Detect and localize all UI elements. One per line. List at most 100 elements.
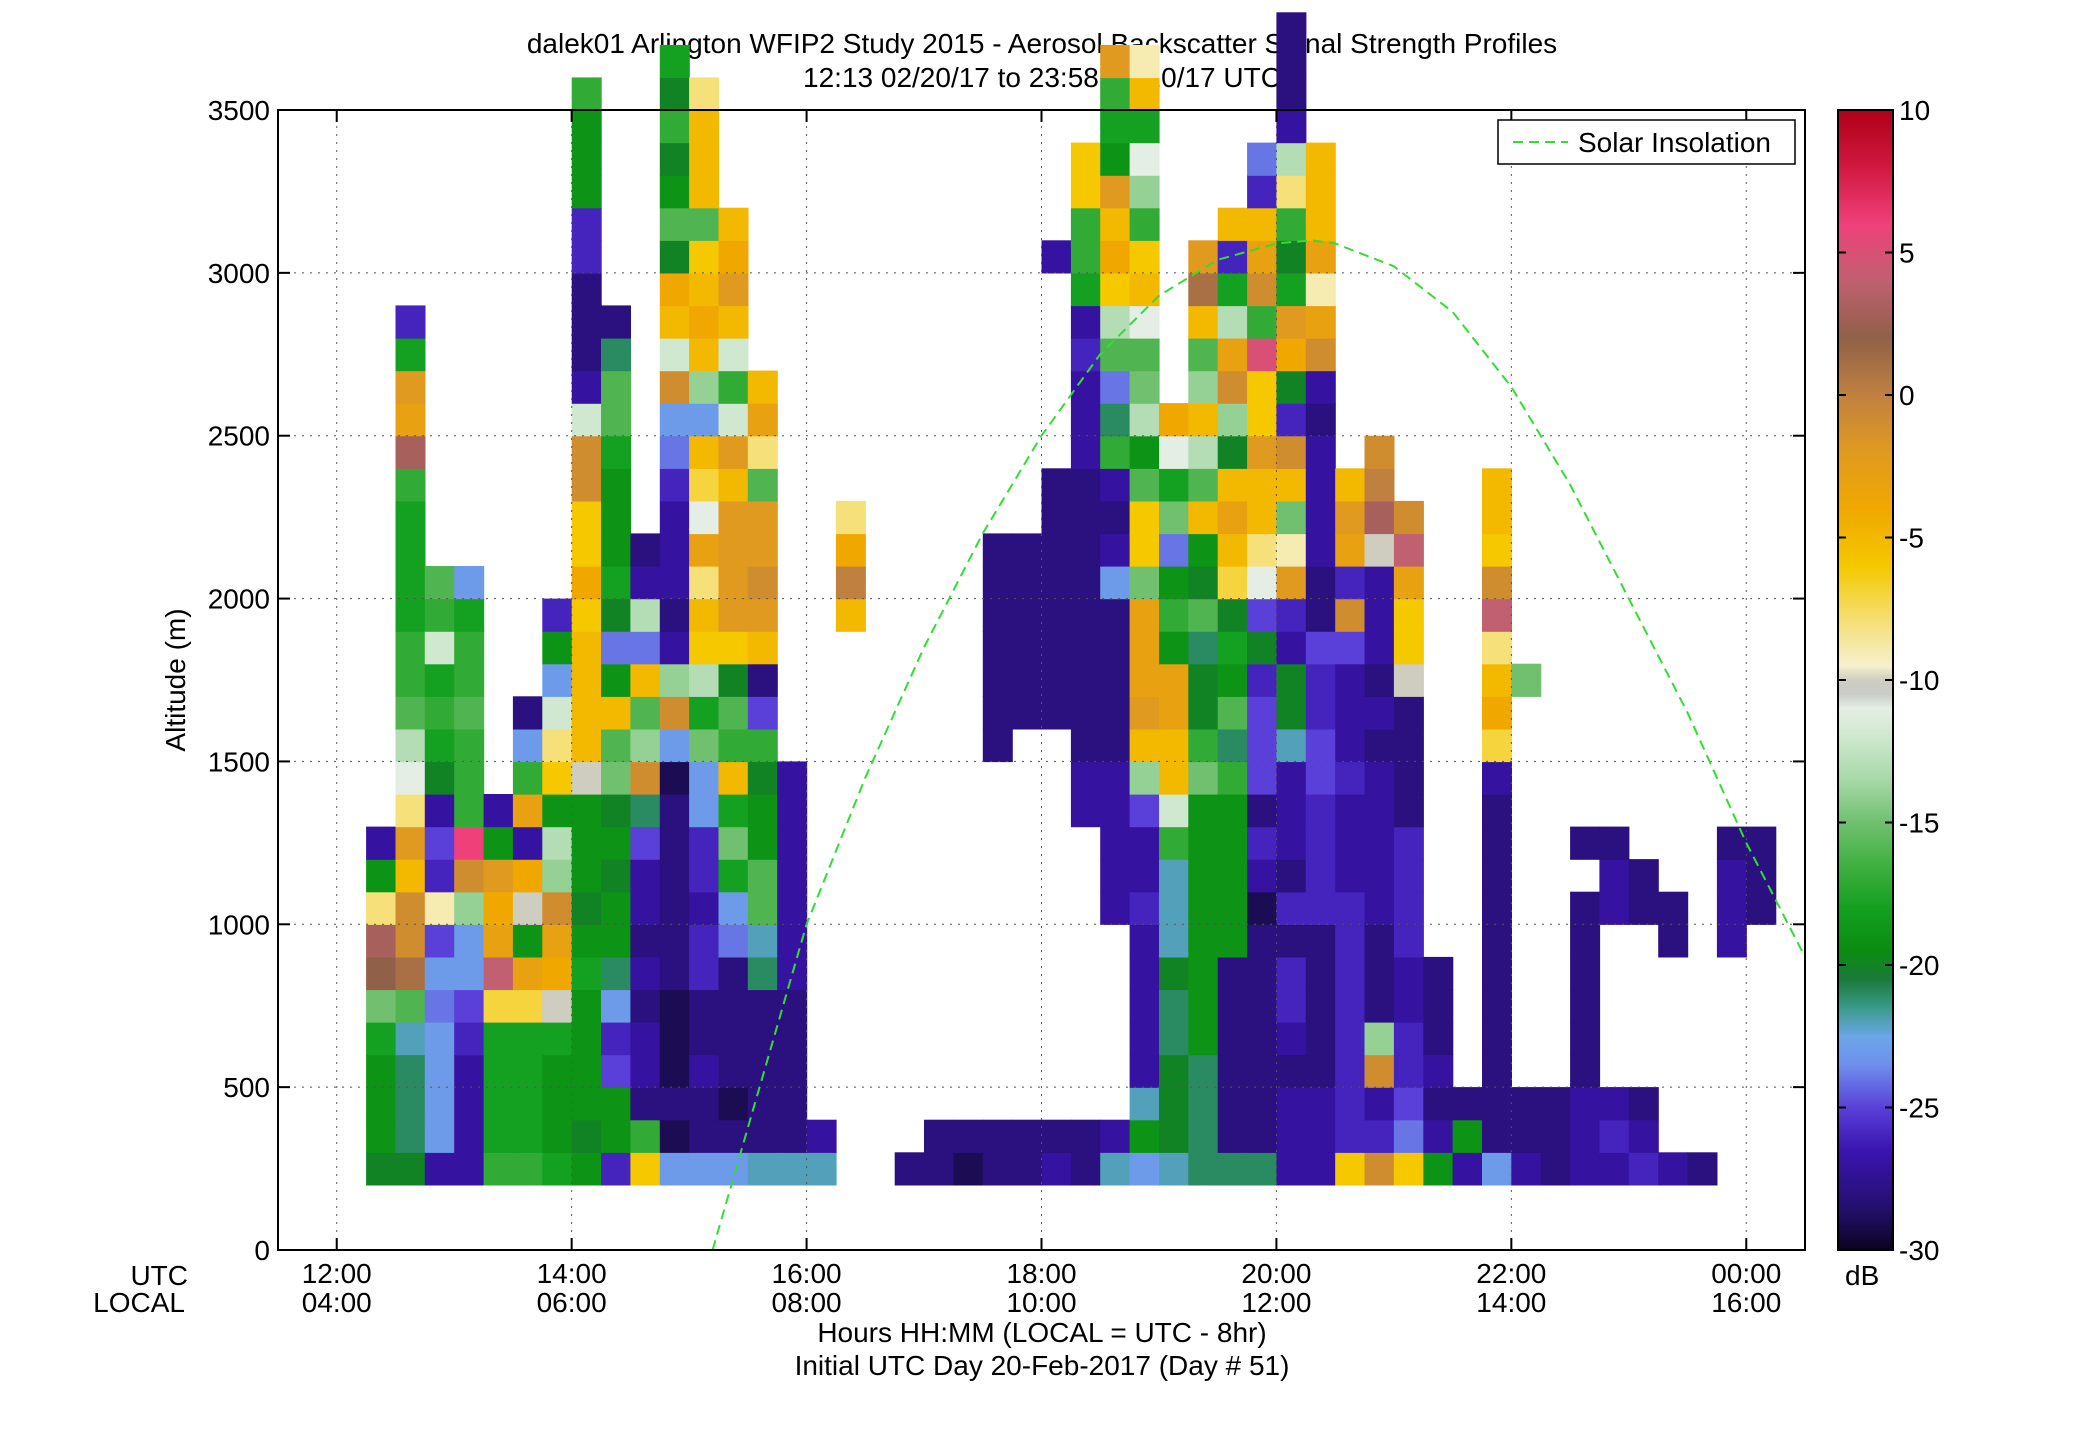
heatmap-cell <box>689 305 720 339</box>
heatmap-cell <box>1393 1087 1424 1121</box>
heatmap-cell <box>542 1054 573 1088</box>
heatmap-cell <box>542 924 573 958</box>
heatmap-cell <box>1305 1054 1336 1088</box>
heatmap-cell <box>542 1152 573 1186</box>
heatmap-cell <box>571 696 602 730</box>
heatmap-cell <box>601 663 631 697</box>
heatmap-cell <box>1482 761 1512 795</box>
heatmap-cell <box>1393 1152 1424 1186</box>
heatmap-cell <box>1335 631 1366 665</box>
heatmap-cell <box>1570 1022 1601 1056</box>
heatmap-cell <box>1276 566 1307 600</box>
heatmap-cell <box>1628 1152 1659 1186</box>
heatmap-cell <box>1305 859 1336 893</box>
solar-insolation-path <box>711 239 1806 1251</box>
x-tick-label-utc: 22:00 <box>1476 1258 1546 1289</box>
heatmap-cell <box>1393 533 1424 567</box>
heatmap-cell <box>1129 500 1160 535</box>
heatmap-cell <box>718 566 749 600</box>
heatmap-cell <box>1628 859 1659 893</box>
heatmap-cell <box>777 1152 808 1186</box>
heatmap-cell <box>483 924 514 958</box>
heatmap-cell <box>1276 956 1307 991</box>
heatmap-cell <box>601 305 631 339</box>
heatmap-cell <box>1100 533 1131 567</box>
heatmap-cell <box>1070 631 1101 665</box>
heatmap-cell <box>630 566 661 600</box>
heatmap-cell <box>689 207 720 241</box>
heatmap-cell <box>1041 240 1072 274</box>
heatmap-cell <box>395 631 426 665</box>
heatmap-cell <box>1217 598 1248 632</box>
heatmap-cell <box>1217 631 1248 665</box>
heatmap-cell <box>718 891 749 925</box>
heatmap-cell <box>1482 891 1512 925</box>
heatmap-cell <box>1393 891 1424 925</box>
heatmap-cell <box>747 1087 778 1121</box>
heatmap-cell <box>1482 533 1512 567</box>
heatmap-cell <box>1364 794 1395 828</box>
heatmap-cell <box>1628 1119 1659 1153</box>
heatmap-cell <box>1129 696 1160 730</box>
heatmap-cell <box>718 207 749 241</box>
heatmap-cell <box>1247 1119 1278 1153</box>
heatmap-cell <box>1070 142 1101 176</box>
heatmap-cell <box>1570 956 1601 991</box>
heatmap-cell <box>1188 468 1219 502</box>
heatmap-cell <box>1188 696 1219 730</box>
heatmap-cell <box>659 207 690 241</box>
heatmap-cell <box>1305 468 1336 502</box>
heatmap-cell <box>659 142 690 176</box>
heatmap-cell <box>659 728 690 763</box>
heatmap-cell <box>1159 533 1189 567</box>
heatmap-cell <box>982 1152 1013 1186</box>
heatmap-cell <box>718 924 749 958</box>
heatmap-cell <box>1100 110 1131 144</box>
heatmap-cell <box>718 794 749 828</box>
heatmap-cell <box>1364 1119 1395 1153</box>
heatmap-cell <box>1129 891 1160 925</box>
heatmap-cell <box>454 1119 485 1153</box>
heatmap-cell <box>601 631 631 665</box>
heatmap-cell <box>1423 1152 1454 1186</box>
heatmap-cell <box>1100 1152 1131 1186</box>
heatmap-cell <box>1393 924 1424 958</box>
heatmap-cell <box>747 1119 778 1153</box>
heatmap-cell <box>483 989 514 1023</box>
heatmap-cell <box>1070 272 1101 307</box>
heatmap-cell <box>659 338 690 372</box>
heatmap-cell <box>1159 1022 1189 1056</box>
heatmap-cell <box>1276 305 1307 339</box>
heatmap-cell <box>1276 12 1307 46</box>
heatmap-cell <box>659 989 690 1023</box>
heatmap-cell <box>1393 1054 1424 1088</box>
heatmap-cell <box>366 1087 397 1121</box>
heatmap-cell <box>395 305 426 339</box>
heatmap-cell <box>1041 1119 1072 1153</box>
heatmap-cell <box>1012 631 1043 665</box>
heatmap-cell <box>1070 728 1101 763</box>
x-tick-label-local: 06:00 <box>537 1287 607 1318</box>
heatmap-cell <box>1159 598 1189 632</box>
colorbar-ticks: 10 5 0 -5 -10 -15 -20 -25 -30 <box>1838 95 1939 1266</box>
heatmap-cell <box>1452 1087 1483 1121</box>
heatmap-cell <box>659 566 690 600</box>
heatmap-cell <box>689 1054 720 1088</box>
heatmap-cell <box>718 761 749 795</box>
heatmap-cell <box>601 403 631 437</box>
heatmap-cell <box>1305 956 1336 991</box>
heatmap-cell <box>1393 794 1424 828</box>
heatmap-cell <box>1012 1152 1043 1186</box>
heatmap-cell <box>483 1022 514 1056</box>
heatmap-cell <box>1188 1087 1219 1121</box>
heatmap-cell <box>1070 175 1101 209</box>
heatmap-cell <box>659 435 690 469</box>
heatmap-cell <box>395 663 426 697</box>
heatmap-cell <box>1012 696 1043 730</box>
heatmap-cell <box>1100 175 1131 209</box>
heatmap-cell <box>1482 1152 1512 1186</box>
heatmap-cell <box>571 631 602 665</box>
heatmap-cell <box>659 794 690 828</box>
heatmap-cell <box>1217 696 1248 730</box>
heatmap-cell <box>1041 1152 1072 1186</box>
